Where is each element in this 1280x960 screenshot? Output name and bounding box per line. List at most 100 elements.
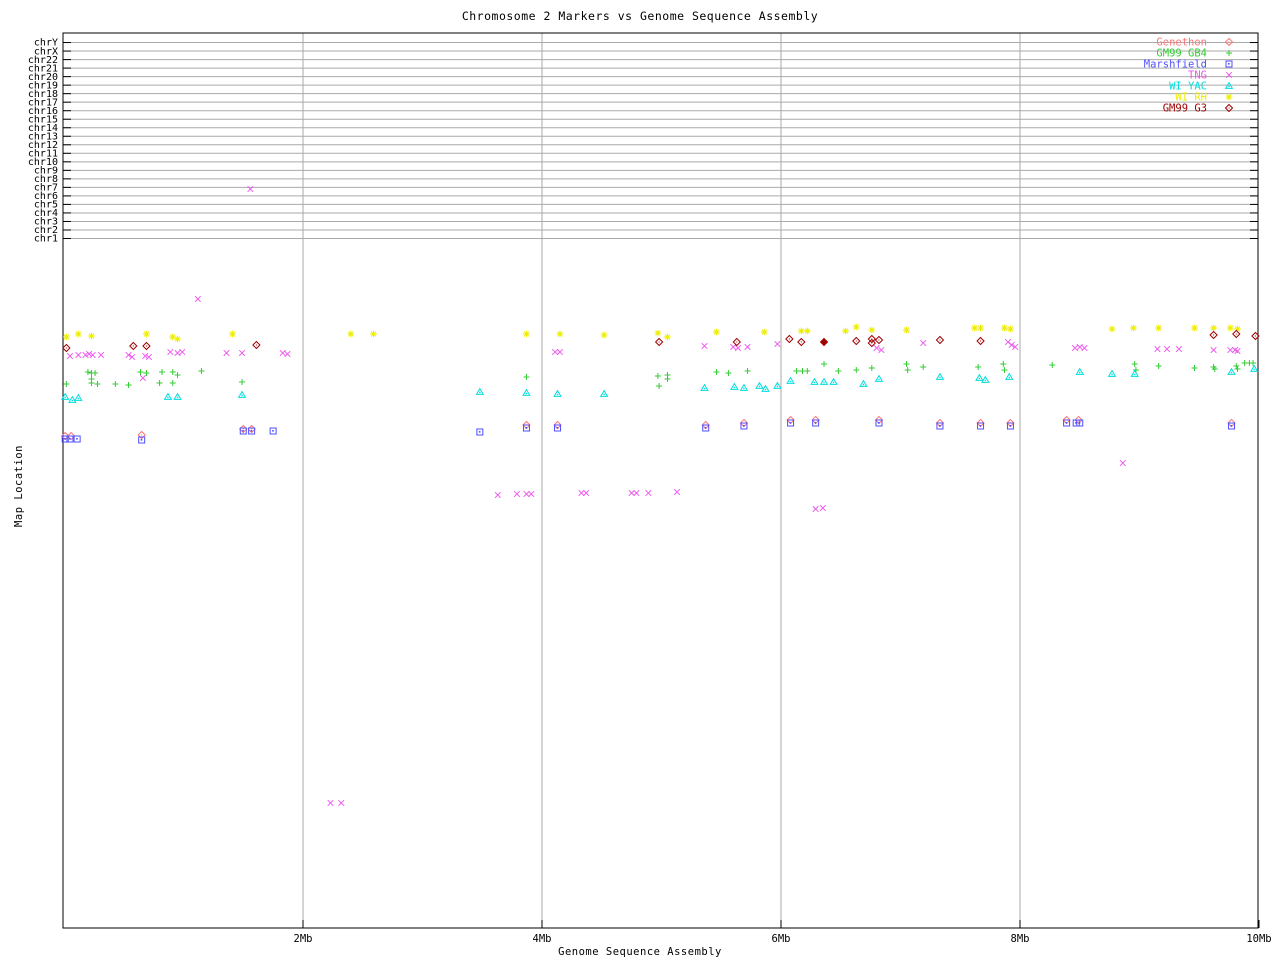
y-category-label: chr21 xyxy=(28,63,58,74)
data-point-asterisk-star xyxy=(523,330,530,338)
data-point-open-triangle-dot xyxy=(1224,81,1234,89)
data-point-plus xyxy=(143,370,150,376)
data-point-asterisk-star xyxy=(1007,325,1014,333)
data-point-cross xyxy=(494,491,501,499)
data-point-plus xyxy=(1001,367,1008,373)
data-point-plus xyxy=(903,361,910,367)
data-point-cross xyxy=(1154,345,1161,353)
x-tick-label: 6Mb xyxy=(772,933,791,945)
y-category-label: chr2 xyxy=(34,225,58,236)
data-point-cross xyxy=(66,352,74,360)
data-point-open-triangle-dot xyxy=(237,390,247,398)
data-point-plus xyxy=(725,370,732,376)
data-point-open-diamond-dot xyxy=(819,337,829,347)
data-point-open-triangle-dot xyxy=(1130,369,1139,377)
data-point-open-square-dot xyxy=(812,419,820,427)
data-point-cross xyxy=(583,489,590,497)
data-point-cross xyxy=(1008,341,1015,349)
data-point-asterisk-star xyxy=(971,324,978,332)
data-point-cross xyxy=(97,351,105,359)
y-category-label: chr4 xyxy=(34,208,58,219)
data-point-open-square-dot xyxy=(1076,419,1084,427)
y-category-label: chr7 xyxy=(34,183,58,194)
data-point-open-triangle-dot xyxy=(755,381,764,389)
data-point-cross xyxy=(89,351,96,359)
data-point-cross xyxy=(327,799,334,807)
data-point-cross xyxy=(139,374,147,382)
data-point-open-diamond-dot xyxy=(1224,37,1234,47)
data-point-plus xyxy=(523,374,530,380)
data-point-plus xyxy=(868,365,875,371)
data-point-asterisk-star xyxy=(600,331,608,339)
data-point-cross xyxy=(1081,344,1088,352)
legend-label: WI YAC xyxy=(1169,81,1207,93)
data-point-open-square-dot xyxy=(1228,422,1236,430)
data-point-cross xyxy=(812,505,819,513)
data-point-open-diamond-dot xyxy=(1232,329,1241,339)
legend-label: WI RH xyxy=(1175,92,1207,104)
x-tick-label: 2Mb xyxy=(294,933,313,945)
data-point-open-diamond-dot xyxy=(935,335,945,345)
data-point-plus xyxy=(804,368,811,374)
data-point-open-triangle-dot xyxy=(935,372,945,380)
data-point-plus xyxy=(1131,361,1138,367)
plot-border xyxy=(62,32,1259,929)
data-point-plus xyxy=(112,381,119,387)
data-point-asterisk-star xyxy=(1001,324,1008,332)
data-point-cross xyxy=(125,351,132,359)
y-category-label: chr8 xyxy=(34,174,58,185)
data-point-open-diamond-dot xyxy=(129,341,138,351)
data-point-asterisk-star xyxy=(1225,93,1233,101)
data-point-asterisk-star xyxy=(852,323,860,331)
data-point-open-diamond-dot xyxy=(976,336,985,346)
data-point-plus xyxy=(88,380,95,386)
x-tick-label: 8Mb xyxy=(1011,933,1030,945)
data-point-plus xyxy=(156,380,163,386)
data-point-open-triangle-dot xyxy=(475,387,485,395)
y-category-label: chrY xyxy=(34,38,58,49)
data-point-plus xyxy=(821,361,828,367)
data-point-open-triangle-dot xyxy=(599,389,609,397)
data-point-cross xyxy=(633,489,640,497)
x-tick-label: 4Mb xyxy=(533,933,552,945)
data-point-plus xyxy=(169,380,176,386)
data-point-asterisk-star xyxy=(903,326,910,334)
data-point-cross xyxy=(128,353,136,361)
data-point-asterisk-star xyxy=(1226,324,1234,332)
data-point-plus xyxy=(158,369,165,375)
data-point-cross xyxy=(873,344,880,352)
data-point-plus xyxy=(853,367,860,373)
data-point-asterisk-star xyxy=(174,335,181,343)
legend-label: Marshfield xyxy=(1144,59,1207,71)
y-category-label: chr11 xyxy=(28,149,58,160)
data-point-cross xyxy=(1210,346,1217,354)
data-point-plus xyxy=(137,369,144,375)
data-point-cross xyxy=(279,349,286,357)
data-point-asterisk-star xyxy=(74,330,82,338)
data-point-cross xyxy=(223,349,230,357)
data-point-plus xyxy=(125,382,132,388)
data-point-plus xyxy=(169,369,176,375)
y-category-label: chr3 xyxy=(34,217,58,228)
legend-label: GM99 G3 xyxy=(1163,103,1207,115)
y-category-label: chr9 xyxy=(34,166,58,177)
data-point-open-diamond-dot xyxy=(252,340,261,350)
data-point-asterisk-star xyxy=(1191,324,1198,332)
legend-label: GM99 GB4 xyxy=(1156,48,1207,60)
data-point-plus xyxy=(84,369,91,375)
data-point-cross xyxy=(513,490,521,498)
data-point-open-square-dot xyxy=(702,424,710,432)
data-point-plus xyxy=(94,381,101,387)
data-point-cross xyxy=(179,348,186,356)
data-point-open-triangle-dot xyxy=(1075,367,1085,375)
data-point-cross xyxy=(730,343,737,351)
data-point-asterisk-star xyxy=(1108,325,1116,333)
data-point-plus xyxy=(920,364,927,370)
data-point-cross xyxy=(673,488,681,496)
data-point-asterisk-star xyxy=(1234,325,1241,333)
data-point-cross xyxy=(878,346,885,354)
data-point-cross xyxy=(1012,343,1019,351)
data-point-asterisk-star xyxy=(977,324,984,332)
data-point-plus xyxy=(1226,50,1232,56)
data-point-open-triangle-dot xyxy=(1107,369,1117,377)
